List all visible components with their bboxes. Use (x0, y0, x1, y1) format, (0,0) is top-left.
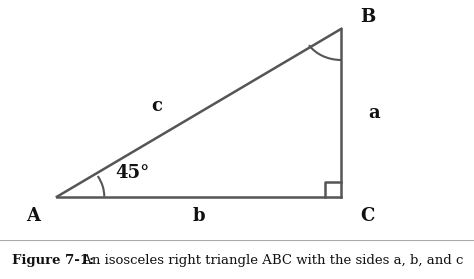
Text: a: a (369, 104, 380, 122)
Text: A: A (26, 207, 40, 225)
Text: C: C (360, 207, 374, 225)
Text: B: B (360, 8, 375, 26)
Text: b: b (193, 207, 205, 225)
Text: Figure 7-1:: Figure 7-1: (12, 254, 94, 267)
Text: 45°: 45° (116, 164, 150, 182)
Text: c: c (151, 97, 162, 115)
Text: An isosceles right triangle ABC with the sides a, b, and c: An isosceles right triangle ABC with the… (78, 254, 464, 267)
